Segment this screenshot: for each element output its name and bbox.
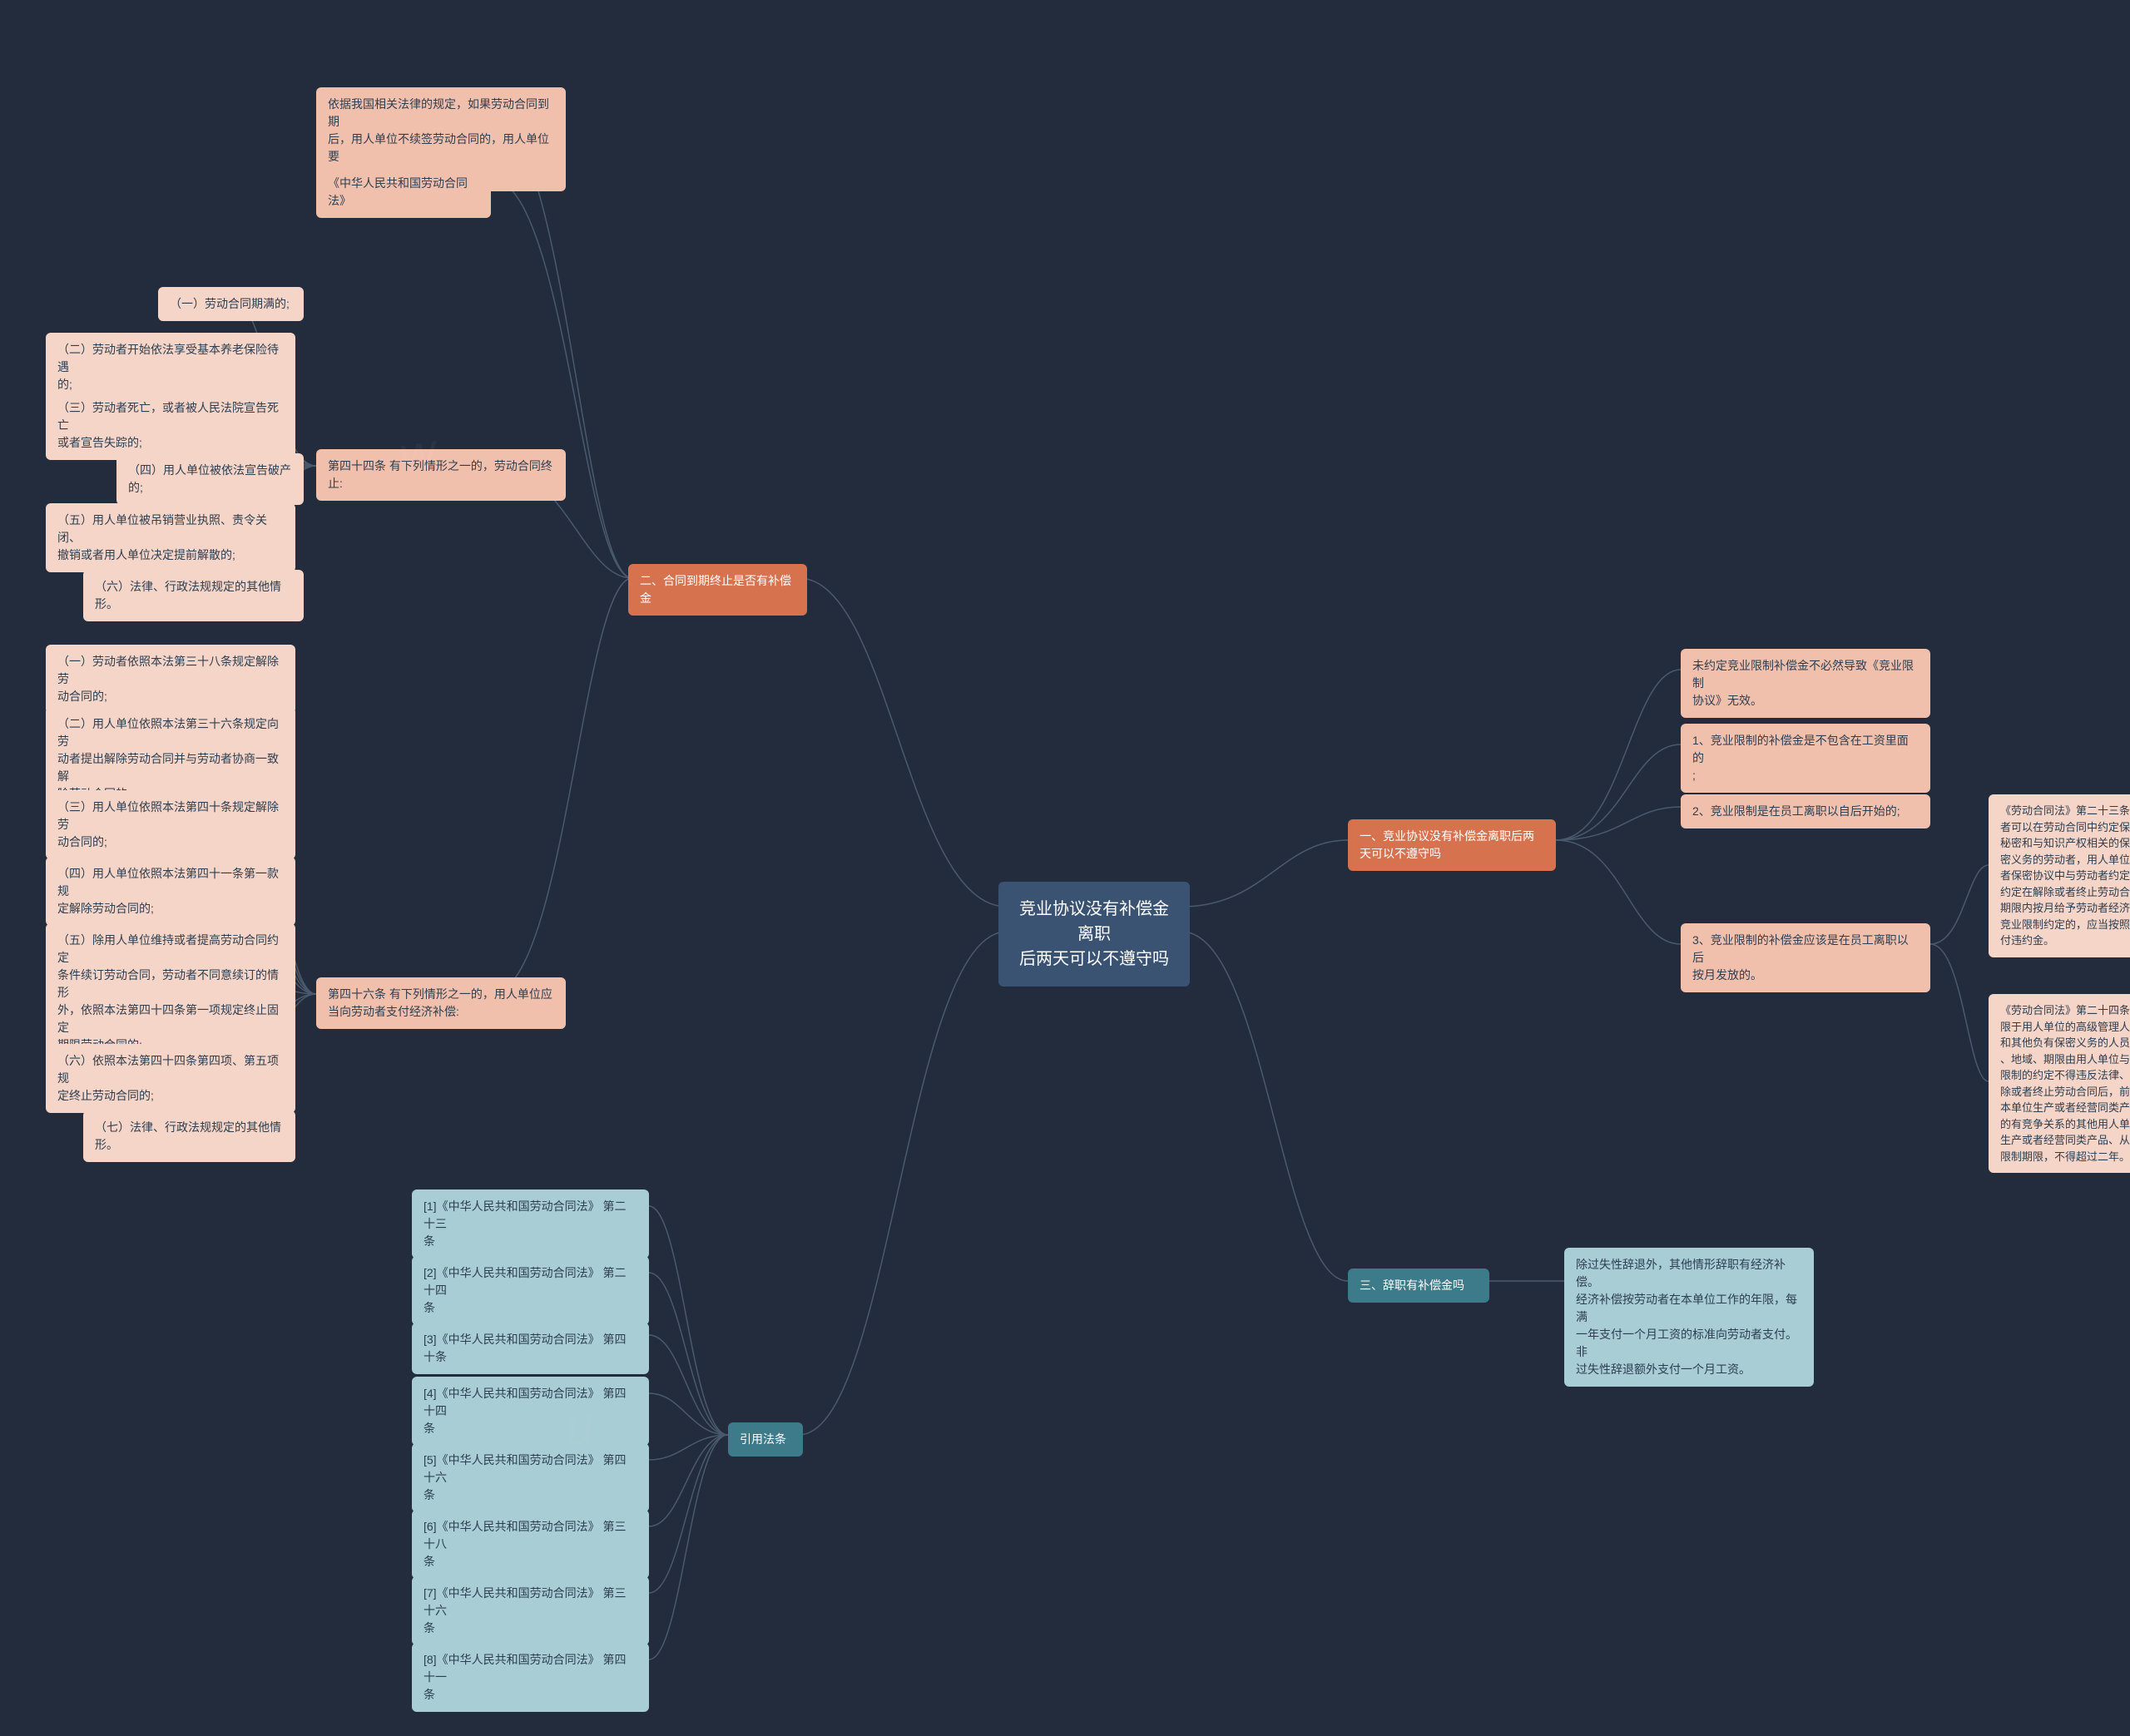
b2-n4-4[interactable]: （四）用人单位依照本法第四十一条第一款规定解除劳动合同的;	[46, 857, 295, 926]
b1-n4[interactable]: 3、竞业限制的补偿金应该是在员工离职以后按月发放的。	[1681, 923, 1930, 992]
branch2[interactable]: 二、合同到期终止是否有补偿金	[628, 564, 807, 616]
b2-n3-1[interactable]: （一）劳动合同期满的;	[158, 287, 304, 321]
branch3[interactable]: 三、辞职有补偿金吗	[1348, 1269, 1489, 1303]
b2-n4-5[interactable]: （五）除用人单位维持或者提高劳动合同约定条件续订劳动合同，劳动者不同意续订的情形…	[46, 923, 295, 1062]
b4-n1[interactable]: [1]《中华人民共和国劳动合同法》 第二十三条	[412, 1189, 649, 1259]
b2-n4-1[interactable]: （一）劳动者依照本法第三十八条规定解除劳动合同的;	[46, 645, 295, 714]
b4-n6[interactable]: [6]《中华人民共和国劳动合同法》 第三十八条	[412, 1510, 649, 1579]
b4-n2[interactable]: [2]《中华人民共和国劳动合同法》 第二十四条	[412, 1256, 649, 1325]
b2-n3-3[interactable]: （三）劳动者死亡，或者被人民法院宣告死亡或者宣告失踪的;	[46, 391, 295, 460]
b1-n3[interactable]: 2、竞业限制是在员工离职以自后开始的;	[1681, 794, 1930, 828]
b2-n4-3[interactable]: （三）用人单位依照本法第四十条规定解除劳动合同的;	[46, 790, 295, 859]
b1-n1[interactable]: 未约定竞业限制补偿金不必然导致《竞业限制协议》无效。	[1681, 649, 1930, 718]
b2-n4-7[interactable]: （七）法律、行政法规规定的其他情形。	[83, 1110, 295, 1162]
b4-n3[interactable]: [3]《中华人民共和国劳动合同法》 第四十条	[412, 1323, 649, 1374]
b2-n4[interactable]: 第四十六条 有下列情形之一的，用人单位应当向劳动者支付经济补偿:	[316, 977, 566, 1029]
b4-n5[interactable]: [5]《中华人民共和国劳动合同法》 第四十六条	[412, 1443, 649, 1512]
branch4[interactable]: 引用法条	[728, 1422, 803, 1457]
b3-n1[interactable]: 除过失性辞退外，其他情形辞职有经济补偿。经济补偿按劳动者在本单位工作的年限，每满…	[1564, 1248, 1814, 1387]
root-node[interactable]: 竞业协议没有补偿金离职后两天可以不遵守吗	[998, 882, 1190, 987]
b4-n4[interactable]: [4]《中华人民共和国劳动合同法》 第四十四条	[412, 1377, 649, 1446]
b2-n3[interactable]: 第四十四条 有下列情形之一的，劳动合同终止:	[316, 449, 566, 501]
b1-n4b[interactable]: 《劳动合同法》第二十四条 竞业限制的人员限于用人单位的高级管理人员、高级技术人员…	[1989, 994, 2130, 1173]
b4-n8[interactable]: [8]《中华人民共和国劳动合同法》 第四十一条	[412, 1643, 649, 1712]
b1-n2[interactable]: 1、竞业限制的补偿金是不包含在工资里面的;	[1681, 724, 1930, 793]
b4-n7[interactable]: [7]《中华人民共和国劳动合同法》 第三十六条	[412, 1576, 649, 1645]
b2-n3-4[interactable]: （四）用人单位被依法宣告破产的;	[116, 453, 304, 505]
b2-n3-5[interactable]: （五）用人单位被吊销营业执照、责令关闭、撤销或者用人单位决定提前解散的;	[46, 503, 295, 572]
connectors	[0, 0, 2130, 1736]
b2-n2[interactable]: 《中华人民共和国劳动合同法》	[316, 166, 491, 218]
b1-n4a[interactable]: 《劳动合同法》第二十三条 用人单位与劳动者可以在劳动合同中约定保守用人单位的商业…	[1989, 794, 2130, 957]
b2-n4-6[interactable]: （六）依照本法第四十四条第四项、第五项规定终止劳动合同的;	[46, 1044, 295, 1113]
b2-n3-6[interactable]: （六）法律、行政法规规定的其他情形。	[83, 570, 304, 621]
branch1[interactable]: 一、竞业协议没有补偿金离职后两天可以不遵守吗	[1348, 819, 1556, 871]
